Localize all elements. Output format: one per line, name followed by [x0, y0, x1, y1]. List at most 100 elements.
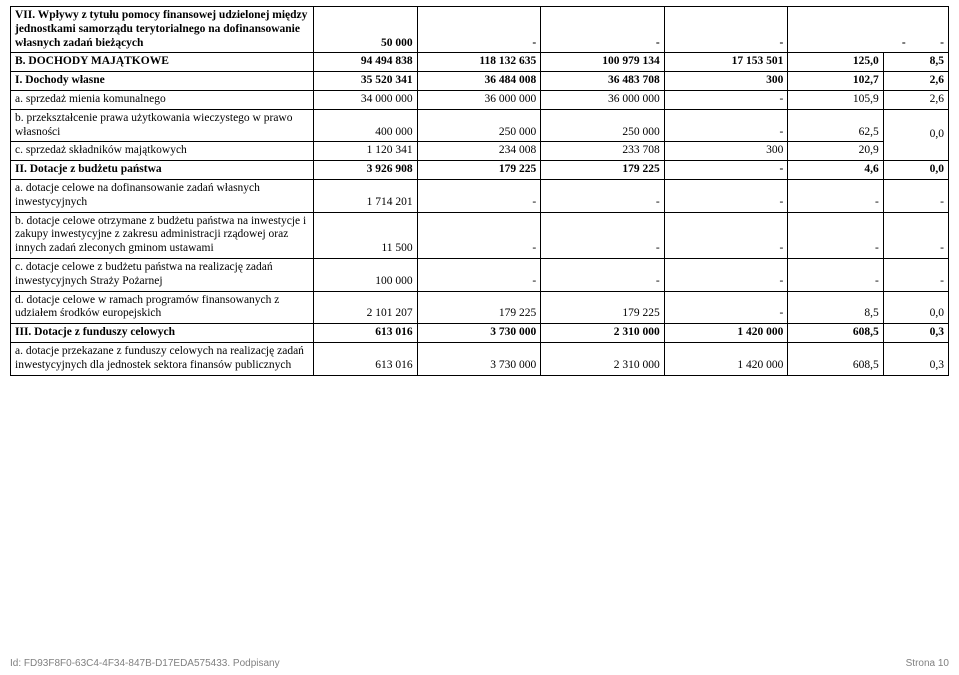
- table-cell: 35 520 341: [314, 72, 417, 91]
- table-row: c. dotacje celowe z budżetu państwa na r…: [11, 258, 949, 291]
- table-cell: 0,0: [883, 109, 948, 160]
- table-row: a. dotacje przekazane z funduszy celowyc…: [11, 342, 949, 375]
- table-cell: 20,9: [788, 142, 883, 161]
- table-cell: 0,3: [883, 324, 948, 343]
- table-cell: -: [664, 258, 788, 291]
- table-cell: 300: [664, 142, 788, 161]
- table-cell: -: [541, 212, 665, 258]
- table-cell: -: [664, 179, 788, 212]
- table-cell: 102,7: [788, 72, 883, 91]
- table-cell: 125,0: [788, 53, 883, 72]
- table-cell: 608,5: [788, 324, 883, 343]
- table-row: a. sprzedaż mienia komunalnego34 000 000…: [11, 90, 949, 109]
- table-cell: 234 008: [417, 142, 541, 161]
- table-cell: 36 000 000: [541, 90, 665, 109]
- table-cell: 105,9: [788, 90, 883, 109]
- table-cell: 2 101 207: [314, 291, 417, 324]
- table-cell: -: [541, 7, 665, 53]
- table-cell: 34 000 000: [314, 90, 417, 109]
- table-cell: 8,5: [883, 53, 948, 72]
- table-cell: 100 000: [314, 258, 417, 291]
- table-cell: 118 132 635: [417, 53, 541, 72]
- table-cell: 50 000: [314, 7, 417, 53]
- page-footer: Id: FD93F8F0-63C4-4F34-847B-D17EDA575433…: [10, 658, 949, 669]
- table-cell: -: [664, 212, 788, 258]
- row-description: a. sprzedaż mienia komunalnego: [11, 90, 314, 109]
- table-cell: -: [417, 258, 541, 291]
- table-row: b. dotacje celowe otrzymane z budżetu pa…: [11, 212, 949, 258]
- table-row: b. przekształcenie prawa użytkowania wie…: [11, 109, 949, 142]
- table-cell: 179 225: [417, 291, 541, 324]
- table-cell: 400 000: [314, 109, 417, 142]
- table-cell: 36 000 000: [417, 90, 541, 109]
- table-cell: 1 120 341: [314, 142, 417, 161]
- table-cell: 1 420 000: [664, 324, 788, 343]
- table-cell: -: [788, 179, 883, 212]
- row-description: II. Dotacje z budżetu państwa: [11, 161, 314, 180]
- table-cell: -: [664, 291, 788, 324]
- row-description: a. dotacje przekazane z funduszy celowyc…: [11, 342, 314, 375]
- table-cell: 300: [664, 72, 788, 91]
- table-cell: 36 484 008: [417, 72, 541, 91]
- table-cell: 179 225: [417, 161, 541, 180]
- table-cell: 2,6: [883, 90, 948, 109]
- table-cell: -: [664, 161, 788, 180]
- row-description: c. dotacje celowe z budżetu państwa na r…: [11, 258, 314, 291]
- table-row: d. dotacje celowe w ramach programów fin…: [11, 291, 949, 324]
- footer-page-number: Strona 10: [906, 658, 949, 669]
- row-description: I. Dochody własne: [11, 72, 314, 91]
- table-row: I. Dochody własne35 520 34136 484 00836 …: [11, 72, 949, 91]
- table-cell: 2 310 000: [541, 324, 665, 343]
- row-description: a. dotacje celowe na dofinansowanie zada…: [11, 179, 314, 212]
- row-description: b. dotacje celowe otrzymane z budżetu pa…: [11, 212, 314, 258]
- table-row: VII. Wpływy z tytułu pomocy finansowej u…: [11, 7, 949, 53]
- row-description: B. DOCHODY MAJĄTKOWE: [11, 53, 314, 72]
- table-row: III. Dotacje z funduszy celowych613 0163…: [11, 324, 949, 343]
- table-cell: 1 714 201: [314, 179, 417, 212]
- table-cell: -: [664, 7, 788, 53]
- page-content: VII. Wpływy z tytułu pomocy finansowej u…: [0, 0, 959, 376]
- table-cell: 0,3: [883, 342, 948, 375]
- table-cell: -: [417, 212, 541, 258]
- table-cell: 3 730 000: [417, 342, 541, 375]
- table-cell: -: [788, 258, 883, 291]
- budget-table: VII. Wpływy z tytułu pomocy finansowej u…: [10, 6, 949, 376]
- table-cell: -: [883, 258, 948, 291]
- table-cell: -: [417, 179, 541, 212]
- table-cell: 62,5: [788, 109, 883, 142]
- row-description: c. sprzedaż składników majątkowych: [11, 142, 314, 161]
- table-cell: -: [417, 7, 541, 53]
- row-description: b. przekształcenie prawa użytkowania wie…: [11, 109, 314, 142]
- table-cell: 2,6: [883, 72, 948, 91]
- table-cell: 613 016: [314, 342, 417, 375]
- table-cell: 179 225: [541, 291, 665, 324]
- table-cell: 1 420 000: [664, 342, 788, 375]
- table-cell: -: [664, 90, 788, 109]
- table-cell: 233 708: [541, 142, 665, 161]
- table-cell: 3 730 000: [417, 324, 541, 343]
- table-cell: 17 153 501: [664, 53, 788, 72]
- table-cell: 250 000: [417, 109, 541, 142]
- table-cell: 100 979 134: [541, 53, 665, 72]
- table-cell: 179 225: [541, 161, 665, 180]
- table-cell: -: [541, 258, 665, 291]
- table-cell: 3 926 908: [314, 161, 417, 180]
- table-cell: 613 016: [314, 324, 417, 343]
- row-description: III. Dotacje z funduszy celowych: [11, 324, 314, 343]
- table-cell: -: [541, 179, 665, 212]
- table-cell: 250 000: [541, 109, 665, 142]
- table-cell: -: [883, 179, 948, 212]
- table-row: c. sprzedaż składników majątkowych1 120 …: [11, 142, 949, 161]
- table-row: II. Dotacje z budżetu państwa3 926 90817…: [11, 161, 949, 180]
- table-cell: 11 500: [314, 212, 417, 258]
- table-cell: 0,0: [883, 161, 948, 180]
- table-cell: 2 310 000: [541, 342, 665, 375]
- table-cell: 4,6: [788, 161, 883, 180]
- table-cell: 0,0: [883, 291, 948, 324]
- table-row: B. DOCHODY MAJĄTKOWE94 494 838118 132 63…: [11, 53, 949, 72]
- table-cell: 608,5: [788, 342, 883, 375]
- table-cell: - -: [788, 7, 949, 53]
- table-cell: 8,5: [788, 291, 883, 324]
- table-cell: 36 483 708: [541, 72, 665, 91]
- table-cell: -: [883, 212, 948, 258]
